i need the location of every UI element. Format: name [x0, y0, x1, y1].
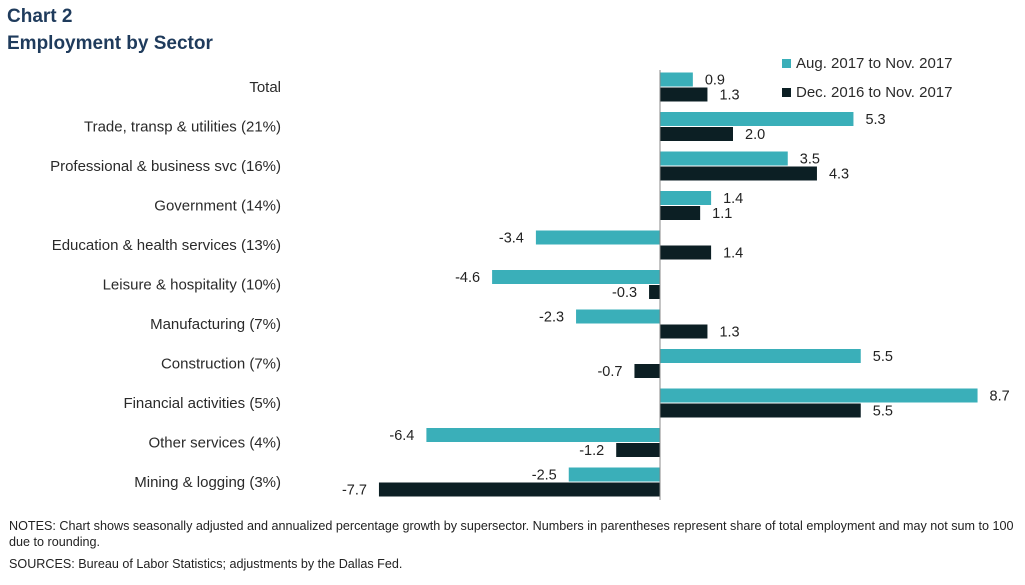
data-label: -2.5: [532, 468, 557, 484]
legend-label: Aug. 2017 to Nov. 2017: [796, 55, 953, 72]
data-label: 1.3: [719, 88, 739, 104]
bar-dec2016-nov-2017: [660, 127, 733, 141]
data-label: -4.6: [455, 270, 480, 286]
data-label: -2.3: [539, 310, 564, 326]
data-label: 3.5: [800, 152, 820, 168]
category-label: Professional & business svc (16%): [50, 158, 281, 175]
data-label: 1.1: [712, 206, 732, 222]
data-label: 5.5: [873, 404, 893, 420]
data-label: -7.7: [342, 483, 367, 499]
bar-aug-nov-2017: [426, 428, 660, 442]
legend-swatch: [782, 59, 791, 68]
category-label: Other services (4%): [148, 435, 281, 452]
data-label: 2.0: [745, 127, 765, 143]
data-label: 1.4: [723, 246, 743, 262]
data-label: 1.3: [719, 325, 739, 341]
data-label: 5.3: [865, 112, 885, 128]
bar-aug-nov-2017: [660, 72, 693, 87]
data-label: 1.4: [723, 191, 743, 207]
bar-dec2016-nov-2017: [660, 324, 708, 339]
bar-aug-nov-2017: [660, 388, 978, 403]
data-label: 5.5: [873, 349, 893, 365]
bar-aug-nov-2017: [660, 151, 788, 166]
bar-aug-nov-2017: [660, 349, 861, 363]
bar-aug-nov-2017: [568, 467, 660, 482]
bar-dec2016-nov-2017: [660, 166, 817, 181]
chart-title: Employment by Sector: [7, 33, 213, 54]
chart-notes: NOTES: Chart shows seasonally adjusted a…: [9, 519, 1014, 549]
bar-dec2016-nov-2017: [660, 206, 701, 220]
category-label: Government (14%): [154, 198, 281, 215]
bar-dec2016-nov-2017: [649, 285, 660, 299]
chart-sources: SOURCES: Bureau of Labor Statistics; adj…: [9, 557, 403, 571]
data-label: -0.7: [597, 364, 622, 380]
bar-dec2016-nov-2017: [634, 364, 660, 378]
bar-aug-nov-2017: [576, 309, 660, 324]
data-label: -0.3: [612, 285, 637, 301]
bar-dec2016-nov-2017: [660, 87, 708, 102]
category-label: Total: [249, 79, 281, 96]
bar-dec2016-nov-2017: [660, 245, 712, 260]
bar-aug-nov-2017: [535, 230, 660, 245]
category-label: Construction (7%): [161, 356, 281, 373]
category-label: Mining & logging (3%): [134, 474, 281, 491]
bar-aug-nov-2017: [660, 112, 854, 126]
data-label: 8.7: [990, 389, 1010, 405]
bar-dec2016-nov-2017: [378, 482, 660, 497]
legend-swatch: [782, 88, 791, 97]
bar-aug-nov-2017: [660, 191, 712, 205]
category-label: Manufacturing (7%): [150, 316, 281, 333]
data-label: 4.3: [829, 167, 849, 183]
bar-dec2016-nov-2017: [616, 443, 660, 457]
bar-dec2016-nov-2017: [660, 403, 861, 418]
category-label: Education & health services (13%): [52, 237, 281, 254]
chart-number: Chart 2: [7, 6, 73, 27]
data-label: -6.4: [389, 428, 414, 444]
bar-aug-nov-2017: [492, 270, 660, 284]
category-label: Financial activities (5%): [123, 395, 281, 412]
legend-label: Dec. 2016 to Nov. 2017: [796, 84, 953, 101]
bar-chart: Total Trade, transp & utilities (21%) Prof…: [50, 55, 1010, 500]
data-label: -3.4: [499, 231, 524, 247]
data-label: 0.9: [705, 73, 725, 89]
data-label: -1.2: [579, 443, 604, 459]
category-label: Trade, transp & utilities (21%): [84, 119, 281, 136]
category-label: Leisure & hospitality (10%): [103, 277, 281, 294]
